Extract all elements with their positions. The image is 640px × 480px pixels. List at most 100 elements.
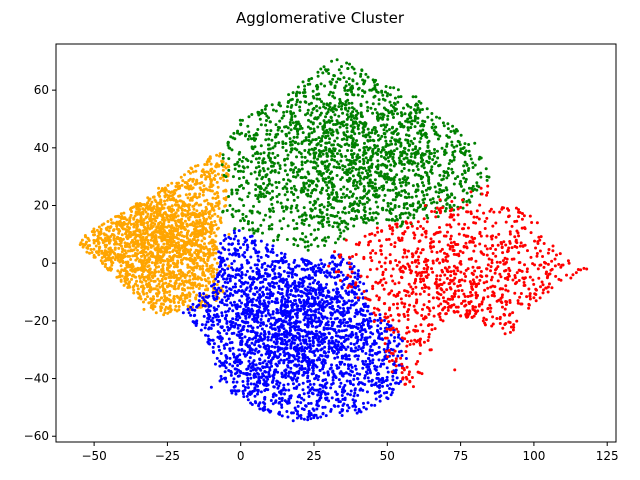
data-point [119, 254, 123, 258]
data-point [136, 252, 140, 256]
data-point [349, 342, 353, 346]
data-point [134, 251, 138, 255]
data-point [245, 353, 249, 357]
data-point [253, 394, 257, 398]
data-point [203, 304, 207, 308]
data-point [159, 296, 163, 300]
data-point [157, 247, 161, 251]
data-point [320, 347, 324, 351]
data-point [160, 277, 164, 281]
data-point [288, 333, 292, 337]
data-point [335, 264, 339, 268]
data-point [249, 369, 253, 373]
data-point [268, 273, 272, 277]
data-point [240, 340, 244, 344]
data-point [307, 395, 311, 398]
data-point [233, 227, 237, 231]
data-point [226, 309, 230, 313]
data-point [214, 251, 218, 255]
data-point [303, 258, 307, 262]
data-point [317, 343, 321, 347]
data-point [117, 221, 121, 225]
data-point [214, 234, 218, 238]
data-point [353, 292, 357, 296]
data-point [110, 249, 114, 253]
data-point [330, 396, 334, 400]
data-point [220, 161, 224, 165]
data-point [333, 221, 337, 225]
data-point [233, 384, 237, 388]
data-point [206, 301, 209, 305]
data-point [258, 335, 262, 339]
data-point [291, 419, 295, 423]
data-point [301, 131, 305, 135]
data-point [262, 292, 266, 296]
data-point [107, 239, 111, 243]
data-point [257, 349, 261, 353]
data-point [226, 325, 230, 329]
data-point [142, 243, 146, 247]
data-point [217, 199, 221, 203]
data-point [257, 250, 261, 254]
data-point [189, 184, 193, 188]
data-point [303, 356, 307, 360]
data-point [267, 300, 271, 304]
data-point [249, 255, 253, 259]
data-point [245, 328, 249, 332]
data-point [295, 412, 299, 416]
data-point [269, 351, 273, 355]
data-point [378, 313, 382, 317]
data-point [397, 363, 401, 367]
data-point [354, 405, 358, 409]
data-point [269, 250, 273, 254]
data-point [321, 337, 325, 341]
data-point [212, 169, 216, 173]
data-point [242, 242, 246, 246]
data-point [129, 222, 133, 226]
data-point [287, 352, 291, 356]
data-point [282, 349, 286, 353]
data-point [340, 409, 344, 413]
data-point [135, 279, 139, 283]
data-point [266, 248, 270, 252]
data-point [324, 397, 328, 401]
data-point [188, 212, 192, 216]
data-point [262, 374, 266, 378]
data-point [308, 344, 312, 348]
data-point [80, 238, 84, 242]
data-point [368, 312, 372, 316]
data-point [353, 315, 357, 319]
data-point [280, 298, 284, 302]
data-point [314, 413, 318, 417]
data-point [179, 219, 183, 223]
data-point [301, 381, 305, 385]
data-point [235, 303, 239, 307]
data-point [209, 253, 213, 257]
data-point [306, 285, 310, 289]
data-point [173, 219, 177, 223]
data-point [212, 306, 216, 310]
data-point [292, 198, 296, 202]
data-point [297, 308, 301, 312]
data-point [455, 144, 459, 148]
data-point [122, 269, 126, 272]
data-point [201, 284, 205, 288]
data-point [187, 179, 191, 183]
data-point [137, 274, 141, 278]
data-point [151, 295, 155, 299]
data-point [325, 275, 329, 279]
data-point [384, 379, 388, 383]
data-point [275, 281, 279, 285]
data-point [219, 352, 223, 356]
data-point [260, 327, 264, 331]
data-point [211, 294, 215, 298]
data-point [199, 175, 203, 179]
data-point [365, 372, 369, 375]
data-point [151, 208, 155, 212]
data-point [357, 344, 361, 348]
data-point [366, 321, 370, 325]
data-point [317, 390, 321, 394]
data-point [139, 233, 143, 237]
data-point [368, 367, 372, 371]
data-point [266, 408, 270, 412]
